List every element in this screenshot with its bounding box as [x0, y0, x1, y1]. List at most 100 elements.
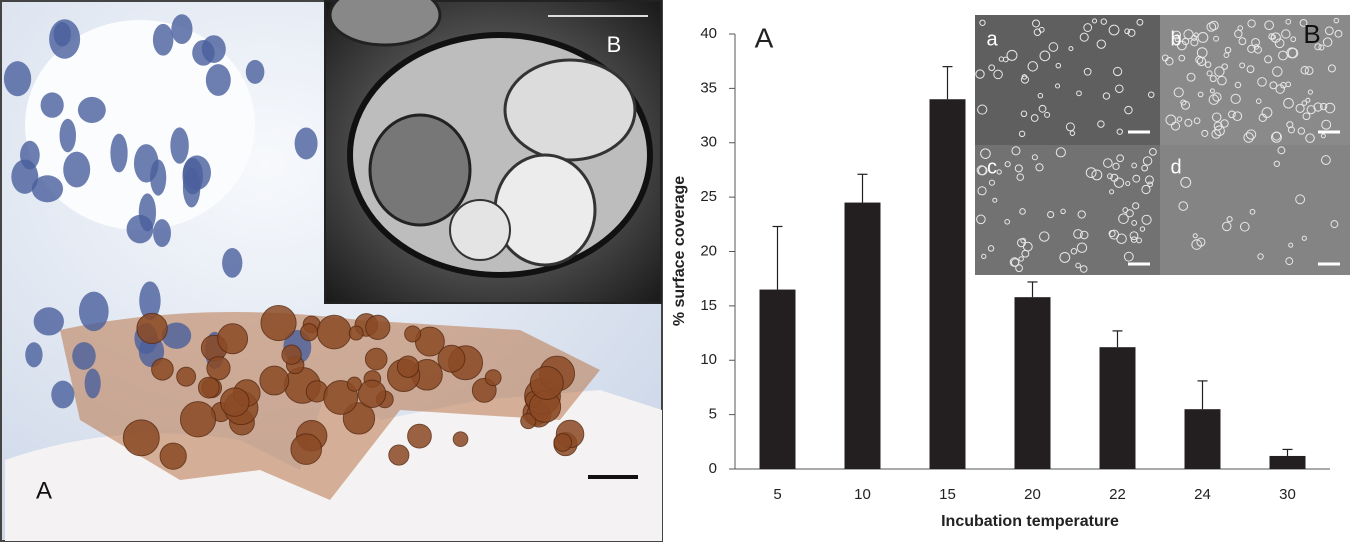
- particle: [1113, 177, 1125, 188]
- chart-panel-label: A: [755, 22, 774, 53]
- stained-cell: [136, 312, 168, 345]
- particle: [1230, 93, 1241, 105]
- nucleus: [133, 144, 159, 183]
- particle: [1014, 164, 1023, 173]
- stained-cell: [179, 401, 217, 438]
- particle: [1305, 97, 1311, 103]
- particle: [1322, 37, 1333, 47]
- particle: [1237, 25, 1244, 31]
- particle: [1100, 18, 1107, 25]
- nucleus: [182, 167, 201, 208]
- particle: [1096, 39, 1106, 49]
- nucleus: [171, 14, 193, 45]
- nucleus: [153, 219, 171, 248]
- particle: [1107, 173, 1113, 180]
- nucleus: [25, 342, 43, 368]
- particle: [1307, 89, 1313, 95]
- cell: [368, 113, 472, 227]
- particle: [1018, 130, 1026, 138]
- particle: [1112, 66, 1123, 77]
- particle: [1209, 88, 1215, 94]
- inset-panel-label: a: [986, 28, 998, 50]
- particle: [1301, 100, 1308, 106]
- bar: [1099, 347, 1136, 469]
- bar: [1269, 455, 1306, 469]
- particle: [1027, 61, 1038, 72]
- particle: [1318, 44, 1325, 51]
- particle: [1176, 116, 1183, 122]
- stained-cell: [520, 412, 537, 430]
- stained-cell: [220, 387, 250, 417]
- particle: [1060, 208, 1066, 215]
- particle: [1147, 91, 1155, 98]
- particle: [1214, 66, 1225, 77]
- particle: [1324, 102, 1336, 114]
- particle: [1132, 174, 1141, 183]
- particle: [1255, 98, 1262, 104]
- particle: [1212, 92, 1222, 102]
- nucleus: [20, 140, 40, 170]
- stained-cell: [484, 369, 502, 387]
- y-tick-label: 10: [700, 351, 717, 368]
- particle: [1180, 176, 1192, 188]
- particle: [1116, 154, 1125, 163]
- nucleus: [126, 214, 154, 244]
- particle: [1091, 169, 1103, 181]
- stained-cell: [290, 433, 323, 465]
- nucleus: [59, 118, 76, 153]
- particle: [1016, 173, 1025, 181]
- inset-panel: [1160, 145, 1350, 275]
- particle: [1004, 161, 1011, 168]
- particle: [993, 69, 1003, 80]
- particle: [1324, 26, 1334, 36]
- particle: [1197, 32, 1209, 43]
- particle: [1320, 133, 1326, 139]
- particle: [1065, 122, 1075, 132]
- particle: [1302, 112, 1311, 121]
- particle: [1031, 154, 1038, 161]
- particle: [1297, 127, 1306, 135]
- particle: [1018, 256, 1024, 262]
- nucleus: [53, 22, 71, 47]
- stained-cell: [122, 419, 160, 457]
- particle: [980, 148, 991, 159]
- particle: [1102, 92, 1111, 100]
- particle: [1079, 230, 1089, 240]
- stained-cell: [176, 366, 197, 387]
- particle: [1320, 155, 1331, 165]
- particle: [1004, 218, 1011, 225]
- nucleus: [222, 248, 243, 278]
- particle: [1083, 67, 1092, 76]
- particle: [1044, 111, 1051, 118]
- cell: [449, 199, 511, 261]
- particles: [975, 17, 1343, 273]
- particle: [1281, 29, 1291, 39]
- nucleus: [72, 342, 96, 370]
- particle: [1039, 50, 1051, 62]
- particle: [1109, 189, 1115, 195]
- y-tick-label: 30: [700, 134, 717, 151]
- particle: [1047, 210, 1055, 219]
- particle: [1295, 103, 1305, 113]
- particle: [1131, 220, 1138, 226]
- particle: [1330, 220, 1339, 229]
- inset-label: B: [1303, 19, 1320, 49]
- x-tick-label: 10: [854, 486, 871, 503]
- particle: [1306, 105, 1316, 115]
- stained-cell: [529, 365, 564, 400]
- particle: [1147, 181, 1153, 188]
- particle: [1247, 19, 1256, 28]
- stained-cell: [316, 314, 352, 350]
- stained-cell: [404, 325, 422, 343]
- bar: [844, 202, 881, 469]
- particle: [1228, 110, 1236, 119]
- stained-cell: [151, 357, 174, 381]
- nucleus: [40, 92, 64, 118]
- particle: [1333, 17, 1340, 24]
- cell: [503, 58, 637, 162]
- particle: [979, 19, 986, 26]
- particle: [1020, 237, 1027, 244]
- particle: [1131, 162, 1137, 169]
- cell: [493, 153, 597, 267]
